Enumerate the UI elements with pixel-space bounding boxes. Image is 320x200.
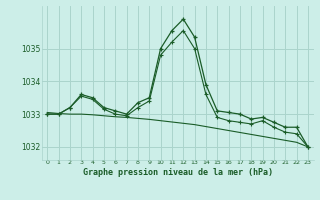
X-axis label: Graphe pression niveau de la mer (hPa): Graphe pression niveau de la mer (hPa) — [83, 168, 273, 177]
